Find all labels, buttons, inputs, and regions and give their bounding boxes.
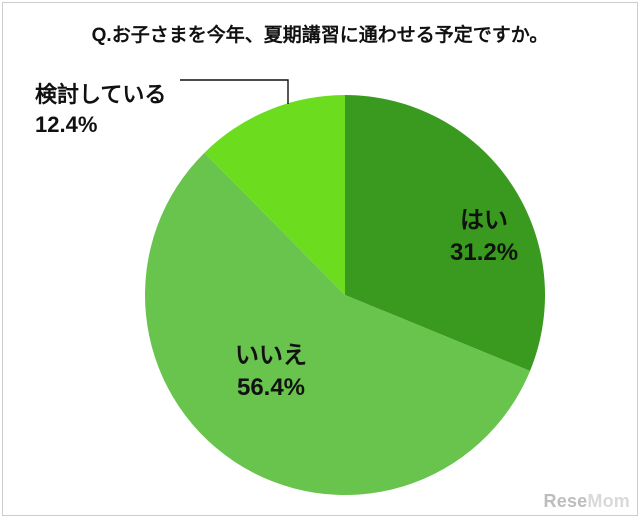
leader-line-considering (180, 80, 288, 104)
pie-chart: はい31.2% いいえ56.4% 検討している12.4% (0, 0, 640, 518)
pie-svg (0, 0, 640, 518)
slice-label-yes: はい31.2% (450, 205, 518, 270)
watermark: ReseMom (544, 491, 630, 512)
slice-label-pct: 12.4% (35, 110, 166, 140)
watermark-part-a: Rese (544, 491, 588, 511)
slice-label-name: はい (450, 205, 518, 237)
slice-label-name: いいえ (235, 340, 307, 372)
slice-label-name: 検討している (35, 80, 166, 110)
slice-label-pct: 56.4% (235, 372, 307, 404)
slice-label-considering: 検討している12.4% (35, 80, 166, 139)
slice-label-no: いいえ56.4% (235, 340, 307, 405)
slice-label-pct: 31.2% (450, 237, 518, 269)
watermark-part-b: Mom (587, 491, 630, 511)
